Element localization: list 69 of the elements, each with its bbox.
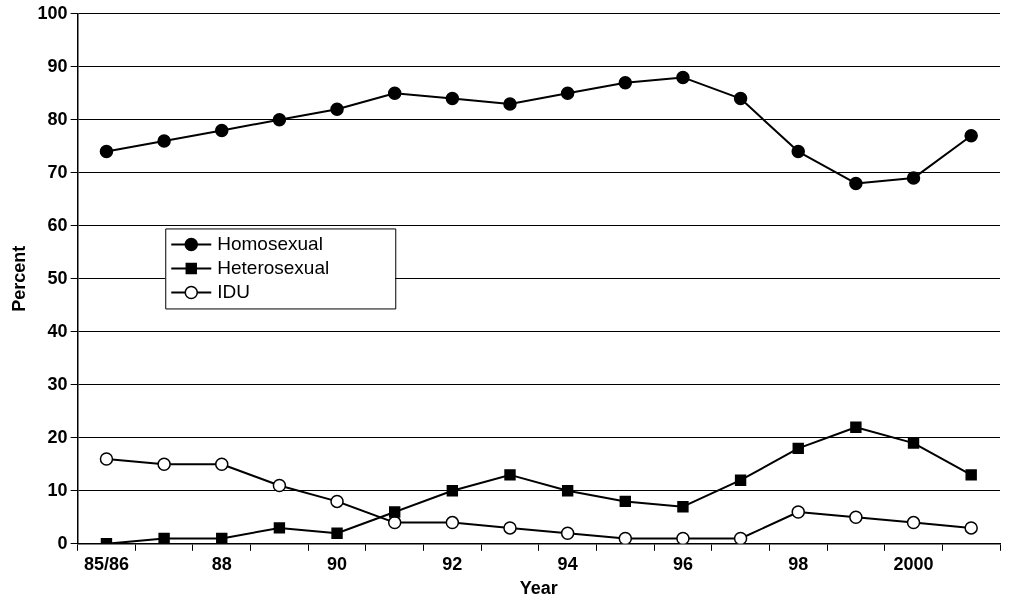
point — [504, 469, 516, 481]
legend-label: IDU — [217, 280, 250, 302]
point — [964, 128, 978, 143]
point — [733, 91, 748, 106]
x-tick-label: 98 — [788, 553, 809, 574]
point — [618, 75, 633, 90]
y-tick-label: 100 — [37, 2, 68, 23]
point — [330, 494, 344, 509]
point — [676, 70, 690, 85]
point — [791, 505, 805, 519]
point — [503, 97, 517, 111]
y-tick-label: 80 — [47, 108, 68, 129]
y-tick-label: 10 — [47, 479, 68, 500]
point — [906, 171, 921, 185]
y-tick-label: 30 — [47, 373, 68, 394]
point — [272, 113, 287, 127]
point — [99, 452, 114, 466]
point — [849, 176, 863, 191]
point — [215, 457, 229, 472]
x-tick-label: 90 — [327, 553, 348, 574]
point — [618, 531, 633, 544]
y-tick-label: 50 — [47, 267, 68, 288]
point — [733, 531, 748, 544]
point — [561, 485, 574, 497]
point — [389, 506, 401, 518]
point — [446, 485, 459, 497]
x-axis-title: Year — [519, 578, 558, 599]
point — [445, 515, 460, 530]
point — [273, 522, 286, 534]
point — [158, 532, 170, 544]
point — [676, 531, 690, 544]
x-tick-label: 92 — [442, 553, 463, 574]
point — [157, 134, 171, 148]
x-tick-label: 85/86 — [83, 553, 129, 574]
legend-label: Heterosexual — [217, 256, 330, 278]
point — [560, 526, 575, 540]
point — [560, 86, 575, 101]
point — [157, 457, 171, 472]
x-tick-label: 2000 — [893, 553, 934, 574]
point — [964, 521, 978, 535]
point — [445, 91, 460, 106]
point — [272, 478, 287, 493]
point — [387, 86, 402, 101]
point — [619, 495, 631, 508]
point — [99, 144, 114, 159]
y-tick-label: 40 — [47, 320, 68, 341]
x-tick-label: 94 — [557, 553, 578, 574]
point — [677, 501, 689, 513]
point — [791, 144, 805, 159]
y-tick-label: 60 — [47, 214, 68, 235]
point — [965, 469, 977, 481]
legend-label: Homosexual — [217, 232, 323, 254]
point — [849, 510, 863, 525]
point — [331, 527, 343, 539]
point — [330, 102, 344, 116]
y-tick-label: 90 — [47, 55, 68, 76]
x-tick-label: 96 — [672, 553, 693, 574]
y-axis-title: Percent — [8, 245, 29, 312]
y-tick-label: 20 — [47, 426, 68, 447]
y-tick-label: 70 — [47, 161, 68, 182]
x-tick-label: 88 — [211, 553, 232, 574]
point — [906, 515, 921, 530]
point — [734, 474, 747, 486]
point — [850, 421, 862, 433]
y-tick-label: 0 — [57, 532, 68, 553]
point — [503, 521, 517, 535]
point — [792, 442, 804, 455]
point — [907, 437, 920, 449]
point — [215, 123, 229, 138]
